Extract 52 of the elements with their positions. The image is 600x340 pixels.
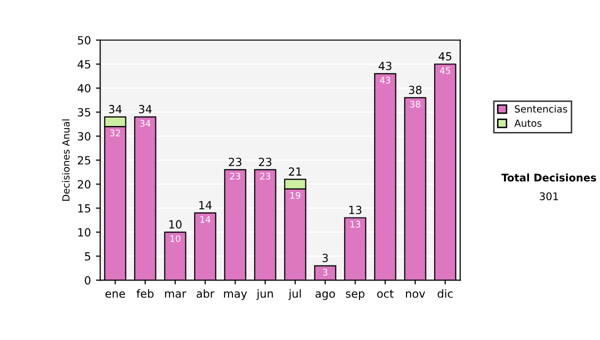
text: Total Decisiones: [501, 173, 596, 182]
data-label: 38: [410, 100, 420, 108]
y-tick-label: 35: [78, 108, 90, 117]
y-tick-label: 25: [78, 156, 90, 165]
x-tick-label: feb: [136, 289, 154, 298]
y-tick-label: 10: [78, 228, 90, 237]
total-label: 23: [228, 158, 242, 166]
data-label: 34: [140, 120, 150, 127]
y-tick-label: 50: [78, 36, 90, 44]
total-label: 34: [138, 104, 152, 114]
legend-label: Sentencias: [514, 105, 568, 113]
data-label: 19: [290, 192, 300, 199]
x-tick-label: oct: [377, 290, 394, 298]
total-label: 13: [349, 206, 362, 214]
y-tick-label: 40: [78, 84, 90, 93]
total-label: 3: [322, 254, 328, 262]
x-tick-label: mar: [165, 291, 186, 298]
data-label: 32: [110, 130, 120, 136]
x-tick-label: dic: [438, 289, 453, 298]
total-label: 21: [288, 167, 302, 176]
total-label: 45: [438, 52, 452, 61]
total-label: 14: [199, 201, 212, 210]
data-label: 23: [230, 172, 240, 180]
x-tick-label: ago: [316, 291, 335, 300]
total-label: 43: [378, 62, 392, 70]
data-label: 43: [380, 76, 390, 84]
y-axis-title: Decisiones Anual: [62, 119, 70, 201]
x-tick-label: nov: [406, 291, 426, 298]
y-tick-label: 5: [84, 252, 90, 261]
x-tick-label: abr: [196, 289, 214, 298]
text: 301: [540, 192, 558, 200]
total-label: 34: [108, 104, 122, 114]
total-label: 10: [169, 220, 182, 229]
y-tick-label: 0: [84, 276, 90, 285]
y-tick-label: 15: [78, 204, 90, 213]
total-label: 38: [408, 86, 422, 94]
data-label: 3: [323, 268, 328, 276]
data-label: 23: [260, 172, 270, 180]
x-tick-label: jun: [256, 289, 273, 300]
data-label: 45: [440, 67, 450, 74]
x-tick-label: jul: [288, 289, 301, 300]
y-tick-label: 30: [78, 132, 90, 141]
x-tick-label: ene: [105, 291, 125, 298]
data-label: 10: [170, 235, 180, 242]
x-tick-label: may: [224, 291, 247, 300]
legend-label: Autos: [514, 120, 542, 127]
y-tick-label: 20: [78, 180, 90, 189]
total-label: 23: [258, 158, 272, 166]
data-label: 14: [200, 216, 210, 223]
y-tick-label: 45: [78, 60, 90, 69]
data-label: 13: [350, 220, 360, 228]
x-tick-label: sep: [346, 291, 364, 300]
